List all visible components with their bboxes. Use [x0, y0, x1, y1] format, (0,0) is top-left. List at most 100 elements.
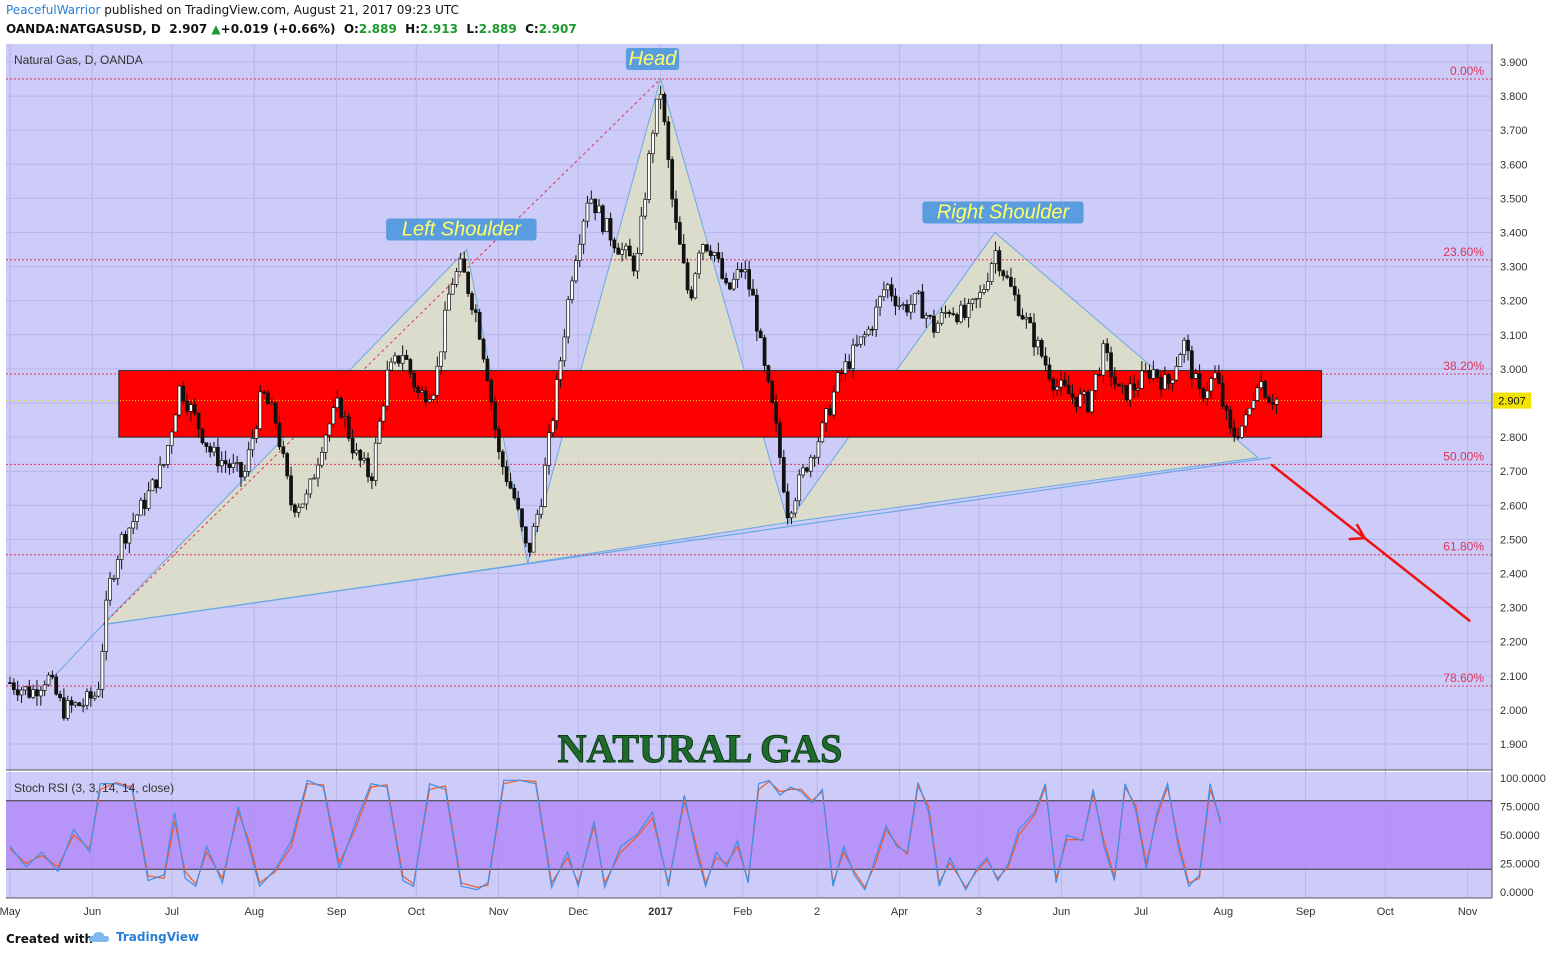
candle-body [831, 391, 836, 416]
candle [774, 394, 778, 432]
candle-body [250, 438, 255, 451]
candle-body [793, 500, 798, 514]
candle [62, 688, 66, 721]
candle-body [1028, 317, 1033, 324]
candle [373, 437, 378, 486]
candle-body [1263, 381, 1267, 398]
candle [1116, 383, 1121, 387]
candle [712, 251, 717, 262]
candle-body [851, 344, 855, 370]
candle-body [450, 283, 455, 295]
candle-body [855, 343, 859, 346]
candle-body [208, 446, 213, 453]
candle [189, 401, 193, 421]
candle-body [874, 306, 879, 330]
time-tick-0: May [0, 906, 21, 918]
candle [520, 507, 524, 532]
candle-body [593, 198, 598, 214]
candle [935, 320, 940, 333]
candle [562, 328, 567, 367]
candle [543, 457, 547, 508]
candle [947, 309, 952, 318]
candle-body [77, 702, 82, 707]
candle-body [905, 304, 909, 313]
candle [277, 415, 282, 450]
candle-body [1070, 393, 1075, 398]
candle [878, 295, 882, 316]
candle [431, 392, 436, 404]
price-chart[interactable]: 0.00% 23.60% 38.20% 50.00% 61.80% 78.60% Head… [0, 42, 1556, 926]
candle-body [1086, 391, 1090, 413]
candle-body [119, 533, 124, 560]
candle-body [601, 205, 605, 232]
candle-body [1174, 366, 1179, 381]
candle [289, 466, 293, 511]
candle-body [204, 442, 209, 447]
candle-body [858, 336, 863, 345]
candle-body [1155, 369, 1160, 378]
candle-body [1124, 385, 1129, 401]
candle [866, 326, 871, 337]
candle [300, 503, 305, 508]
candle-body [1101, 343, 1106, 376]
candle [212, 441, 216, 457]
candle-body [115, 559, 120, 579]
candle [639, 206, 644, 256]
candle [343, 410, 347, 428]
candle-body [504, 466, 509, 483]
candle [743, 260, 748, 280]
candle-body [1113, 376, 1117, 385]
candle [115, 555, 120, 586]
publish-info: published on TradingView.com, August 21,… [100, 3, 459, 17]
candle [566, 296, 571, 344]
candle-body [42, 684, 47, 691]
candle [1101, 339, 1106, 383]
candle-body [955, 314, 959, 323]
candle [970, 298, 975, 311]
candle [928, 314, 932, 320]
fib-level-label-2: 38.20% [1443, 359, 1484, 373]
candle [758, 328, 763, 339]
candle-body [766, 365, 771, 382]
candle [358, 448, 363, 468]
candle [785, 483, 790, 525]
candle-body [1089, 390, 1094, 413]
candle-body [939, 312, 944, 324]
candle [666, 116, 671, 168]
candle [966, 298, 971, 328]
candle-body [778, 422, 782, 458]
candle [58, 690, 62, 702]
candle [108, 571, 112, 606]
candle-body [639, 215, 644, 254]
candle [1270, 393, 1275, 410]
open-label: O: [343, 22, 359, 36]
candle-body [1178, 354, 1183, 367]
stoch-layer [6, 779, 1492, 892]
tradingview-link[interactable]: TradingView [88, 930, 199, 944]
last-price: 2.907 [169, 22, 208, 36]
candle [831, 385, 836, 420]
candle [112, 574, 116, 582]
candle-body [316, 464, 320, 479]
candle [824, 407, 828, 432]
candle-body [1055, 386, 1059, 391]
candle-body [1205, 390, 1210, 399]
author-link[interactable]: PeacefulWarrior [6, 3, 101, 17]
candle-body [651, 132, 655, 155]
candle [1109, 346, 1113, 388]
candle-body [882, 289, 886, 298]
candle [131, 512, 136, 535]
candle-body [959, 304, 963, 323]
candle-body [285, 453, 290, 477]
candle [1209, 376, 1213, 399]
price-tick-8: 3.100 [1500, 330, 1528, 342]
candle [339, 395, 343, 419]
candle [874, 299, 879, 337]
price-change: +0.019 (+0.66%) [220, 22, 336, 36]
candle [323, 432, 328, 460]
candle [627, 238, 632, 257]
candle-body [308, 478, 313, 495]
candle-body [1182, 339, 1187, 356]
stoch-tick-2: 50.0000 [1500, 830, 1540, 842]
candle [1113, 367, 1117, 390]
